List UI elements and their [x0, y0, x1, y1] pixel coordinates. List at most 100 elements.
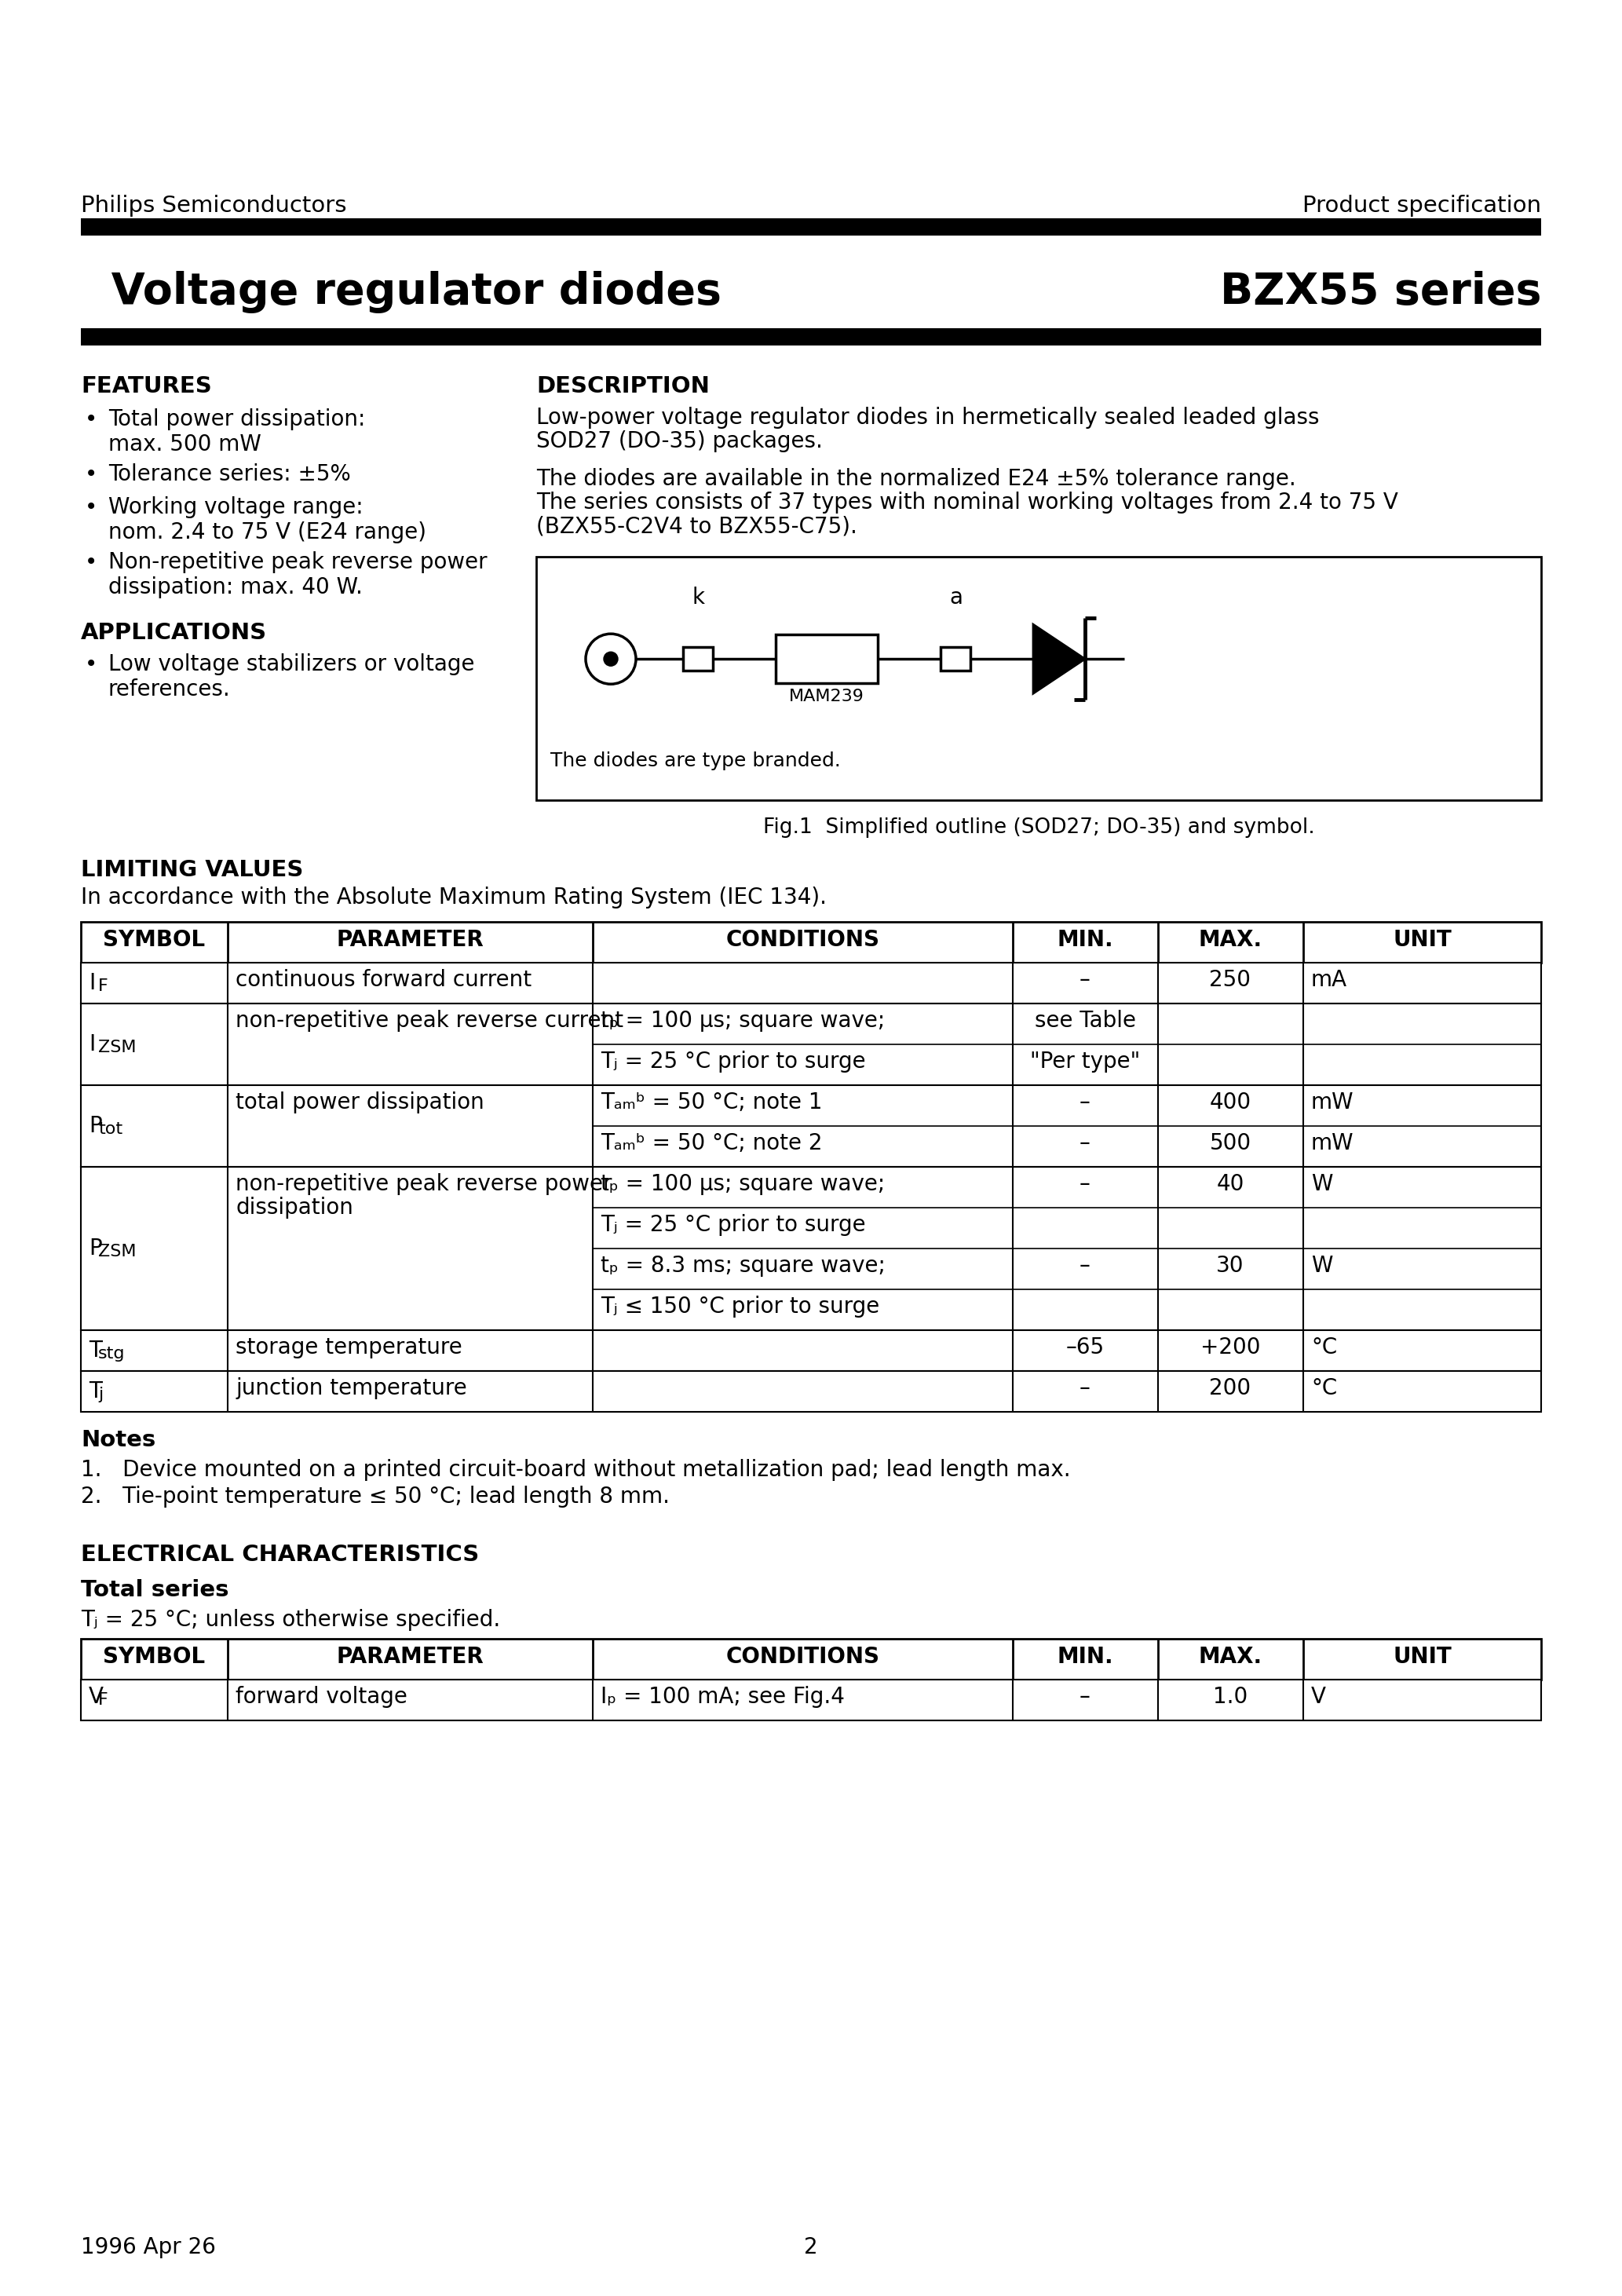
- Text: MIN.: MIN.: [1058, 1646, 1114, 1669]
- Text: 2: 2: [805, 2236, 817, 2259]
- Bar: [81, 1003, 1541, 1086]
- Text: Tⱼ = 25 °C prior to surge: Tⱼ = 25 °C prior to surge: [600, 1215, 866, 1235]
- Text: T: T: [89, 1339, 102, 1362]
- Text: Tₐₘᵇ = 50 °C; note 2: Tₐₘᵇ = 50 °C; note 2: [600, 1132, 822, 1155]
- Text: The diodes are available in the normalized E24 ±5% tolerance range.: The diodes are available in the normaliz…: [537, 468, 1296, 489]
- Text: 40: 40: [1216, 1173, 1244, 1196]
- Text: SOD27 (DO-35) packages.: SOD27 (DO-35) packages.: [537, 429, 822, 452]
- Text: Iₚ = 100 mA; see Fig.4: Iₚ = 100 mA; see Fig.4: [600, 1685, 845, 1708]
- Text: +200: +200: [1200, 1336, 1260, 1359]
- Text: continuous forward current: continuous forward current: [235, 969, 532, 992]
- Text: V: V: [1311, 1685, 1327, 1708]
- Text: –: –: [1080, 1378, 1090, 1398]
- Text: nom. 2.4 to 75 V (E24 range): nom. 2.4 to 75 V (E24 range): [109, 521, 427, 544]
- Text: Tₐₘᵇ = 50 °C; note 1: Tₐₘᵇ = 50 °C; note 1: [600, 1091, 822, 1114]
- Text: 1.0: 1.0: [1213, 1685, 1247, 1708]
- Bar: [81, 328, 1541, 344]
- Text: UNIT: UNIT: [1393, 1646, 1452, 1669]
- Text: Tⱼ = 25 °C prior to surge: Tⱼ = 25 °C prior to surge: [600, 1052, 866, 1072]
- Text: BZX55 series: BZX55 series: [1220, 271, 1541, 312]
- Text: PARAMETER: PARAMETER: [336, 1646, 483, 1669]
- Text: Fig.1  Simplified outline (SOD27; DO-35) and symbol.: Fig.1 Simplified outline (SOD27; DO-35) …: [762, 817, 1314, 838]
- Text: Total series: Total series: [81, 1580, 229, 1600]
- Bar: [775, 634, 878, 684]
- Text: V: V: [89, 1685, 104, 1708]
- Text: CONDITIONS: CONDITIONS: [725, 930, 879, 951]
- Text: –: –: [1080, 1685, 1090, 1708]
- Text: SYMBOL: SYMBOL: [104, 1646, 206, 1669]
- Text: In accordance with the Absolute Maximum Rating System (IEC 134).: In accordance with the Absolute Maximum …: [81, 886, 827, 909]
- Text: °C: °C: [1311, 1378, 1337, 1398]
- Text: tot: tot: [99, 1120, 123, 1137]
- Text: ZSM: ZSM: [99, 1244, 136, 1261]
- Text: °C: °C: [1311, 1336, 1337, 1359]
- Text: Non-repetitive peak reverse power: Non-repetitive peak reverse power: [109, 551, 487, 574]
- Text: tₚ = 100 μs; square wave;: tₚ = 100 μs; square wave;: [600, 1010, 886, 1031]
- Bar: [81, 962, 1541, 1003]
- Text: Working voltage range:: Working voltage range:: [109, 496, 363, 519]
- Text: 30: 30: [1216, 1256, 1244, 1277]
- Bar: [941, 647, 970, 670]
- Bar: [81, 1166, 1541, 1329]
- Bar: [81, 1681, 1541, 1720]
- Text: –65: –65: [1066, 1336, 1105, 1359]
- Text: stg: stg: [99, 1345, 125, 1362]
- Text: PARAMETER: PARAMETER: [336, 930, 483, 951]
- Text: Total power dissipation:: Total power dissipation:: [109, 409, 365, 429]
- Text: ELECTRICAL CHARACTERISTICS: ELECTRICAL CHARACTERISTICS: [81, 1543, 478, 1566]
- Text: UNIT: UNIT: [1393, 930, 1452, 951]
- Text: •: •: [84, 464, 97, 484]
- Text: storage temperature: storage temperature: [235, 1336, 462, 1359]
- Text: 200: 200: [1210, 1378, 1251, 1398]
- Text: references.: references.: [109, 677, 230, 700]
- Text: FEATURES: FEATURES: [81, 374, 212, 397]
- Text: a: a: [949, 585, 963, 608]
- Text: I: I: [89, 1033, 96, 1056]
- Text: k: k: [693, 585, 706, 608]
- Text: dissipation: max. 40 W.: dissipation: max. 40 W.: [109, 576, 363, 599]
- Circle shape: [603, 652, 618, 666]
- Text: T: T: [89, 1380, 102, 1403]
- Text: "Per type": "Per type": [1030, 1052, 1140, 1072]
- Text: W: W: [1311, 1173, 1333, 1196]
- Text: •: •: [84, 409, 97, 429]
- Text: F: F: [99, 1692, 109, 1708]
- Bar: [537, 556, 1541, 799]
- Bar: [81, 1371, 1541, 1412]
- Text: (BZX55-C2V4 to BZX55-C75).: (BZX55-C2V4 to BZX55-C75).: [537, 514, 856, 537]
- Text: •: •: [84, 654, 97, 675]
- Text: 500: 500: [1210, 1132, 1251, 1155]
- Text: forward voltage: forward voltage: [235, 1685, 407, 1708]
- Text: 250: 250: [1210, 969, 1251, 992]
- Text: 1.   Device mounted on a printed circuit-board without metallization pad; lead l: 1. Device mounted on a printed circuit-b…: [81, 1458, 1071, 1481]
- Text: –: –: [1080, 1132, 1090, 1155]
- Text: see Table: see Table: [1035, 1010, 1135, 1031]
- Text: •: •: [84, 496, 97, 519]
- Text: F: F: [99, 978, 109, 994]
- Text: P: P: [89, 1238, 102, 1261]
- Text: Low voltage stabilizers or voltage: Low voltage stabilizers or voltage: [109, 654, 475, 675]
- Text: mA: mA: [1311, 969, 1348, 992]
- Text: Tⱼ = 25 °C; unless otherwise specified.: Tⱼ = 25 °C; unless otherwise specified.: [81, 1609, 500, 1630]
- Text: non-repetitive peak reverse current: non-repetitive peak reverse current: [235, 1010, 623, 1031]
- Text: MAX.: MAX.: [1199, 930, 1262, 951]
- Text: SYMBOL: SYMBOL: [104, 930, 206, 951]
- Bar: [81, 218, 1541, 236]
- Text: P: P: [89, 1116, 102, 1137]
- Text: mW: mW: [1311, 1091, 1354, 1114]
- Bar: [81, 1329, 1541, 1371]
- Text: Product specification: Product specification: [1302, 195, 1541, 216]
- Text: Tolerance series: ±5%: Tolerance series: ±5%: [109, 464, 350, 484]
- Text: –: –: [1080, 1173, 1090, 1196]
- Text: Notes: Notes: [81, 1428, 156, 1451]
- Text: W: W: [1311, 1256, 1333, 1277]
- Text: LIMITING VALUES: LIMITING VALUES: [81, 859, 303, 882]
- Text: –: –: [1080, 969, 1090, 992]
- Text: 400: 400: [1210, 1091, 1251, 1114]
- Text: dissipation: dissipation: [235, 1196, 354, 1219]
- Text: max. 500 mW: max. 500 mW: [109, 434, 261, 455]
- Text: APPLICATIONS: APPLICATIONS: [81, 622, 268, 643]
- Text: The diodes are type branded.: The diodes are type branded.: [550, 751, 840, 769]
- Text: junction temperature: junction temperature: [235, 1378, 467, 1398]
- Text: MAX.: MAX.: [1199, 1646, 1262, 1669]
